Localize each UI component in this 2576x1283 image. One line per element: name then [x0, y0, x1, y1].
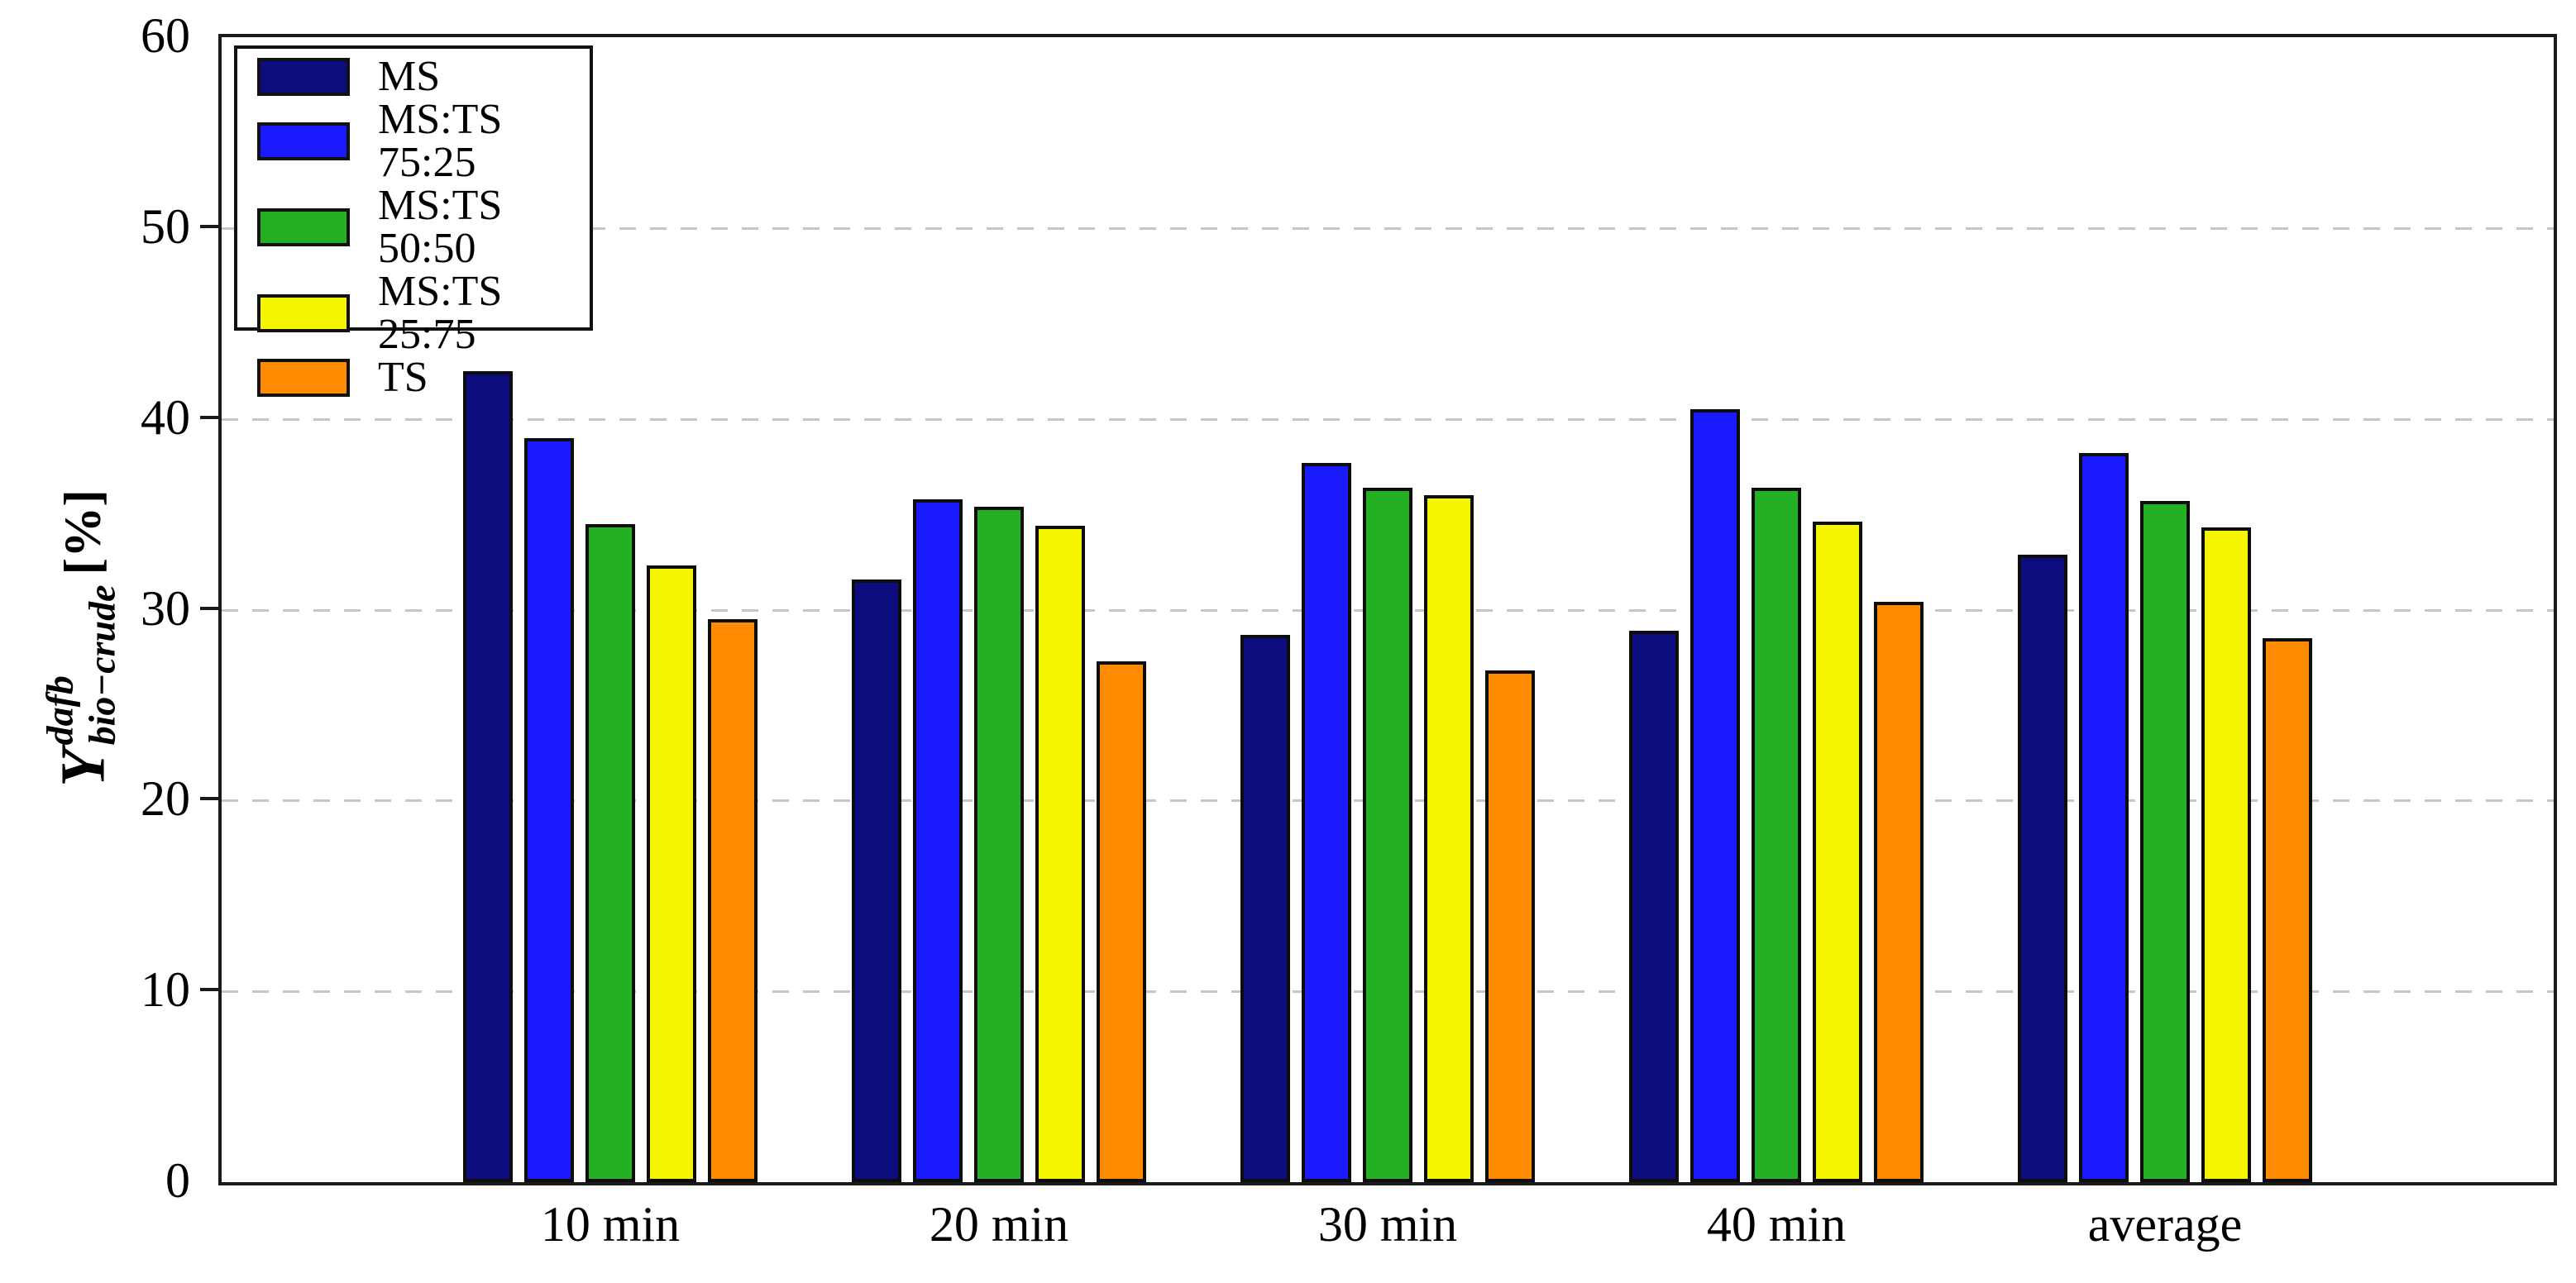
bar-MS-TS-75-25-30-min [1302, 462, 1351, 1182]
y-tick-30 [200, 606, 222, 610]
bar-MS-20-min [852, 579, 901, 1182]
y-tick-50 [200, 224, 222, 228]
bar-TS-average [2263, 638, 2312, 1182]
y-tick-label-50: 50 [141, 198, 190, 254]
y-tick-label-30: 30 [141, 580, 190, 636]
legend-row-MS-TS-75-25: MS:TS 75:25 [257, 98, 590, 184]
legend-label: MS [378, 53, 441, 100]
bar-group-average [2010, 453, 2320, 1182]
gridline-50 [222, 227, 2554, 230]
bar-MS-TS-50-50-10-min [585, 523, 635, 1182]
bar-MS-TS-50-50-average [2140, 500, 2190, 1182]
y-tick-20 [200, 797, 222, 801]
bar-group-20-min [844, 498, 1154, 1182]
bar-MS-10-min [463, 370, 513, 1182]
y-axis-title-unit: [%] [55, 489, 111, 575]
legend-row-TS: TS [257, 356, 590, 399]
bar-MS-TS-25-75-40-min [1813, 522, 1862, 1182]
bar-MS-TS-75-25-20-min [913, 498, 963, 1182]
legend-swatch-MS-TS-25-75 [257, 294, 350, 332]
bar-TS-30-min [1485, 670, 1535, 1182]
legend-label: MS:TS 75:25 [378, 96, 503, 186]
y-tick-10 [200, 988, 222, 992]
y-tick-label-0: 0 [165, 1153, 190, 1208]
bar-MS-TS-75-25-10-min [524, 437, 574, 1182]
y-tick-label-20: 20 [141, 771, 190, 827]
bar-MS-TS-25-75-average [2201, 527, 2251, 1182]
legend-swatch-TS [257, 359, 350, 397]
legend-row-MS-TS-25-75: MS:TS 25:75 [257, 270, 590, 356]
legend-row-MS-TS-50-50: MS:TS 50:50 [257, 184, 590, 270]
y-tick-label-40: 40 [141, 389, 190, 445]
bar-MS-TS-75-25-40-min [1690, 409, 1740, 1182]
bar-group-10-min [456, 370, 765, 1182]
y-tick-label-60: 60 [141, 8, 190, 63]
legend-label: MS:TS 25:75 [378, 268, 503, 358]
plot-area [218, 34, 2557, 1185]
x-category-label-20-min: 20 min [929, 1197, 1069, 1252]
bar-MS-TS-50-50-30-min [1363, 487, 1412, 1182]
bar-MS-TS-75-25-average [2079, 453, 2129, 1182]
y-tick-label-10: 10 [141, 962, 190, 1018]
y-axis-title-scripts: dafb bio−crude [38, 584, 122, 746]
y-axis-title-subscript: bio−crude [80, 584, 122, 746]
bar-group-30-min [1233, 462, 1542, 1182]
x-category-label-40-min: 40 min [1706, 1197, 1847, 1252]
x-category-label-10-min: 10 min [540, 1197, 681, 1252]
bar-MS-40-min [1629, 630, 1679, 1182]
bar-MS-TS-50-50-20-min [974, 506, 1024, 1182]
bar-TS-40-min [1874, 602, 1924, 1182]
x-category-label-average: average [2087, 1197, 2243, 1252]
legend-row-MS: MS [257, 55, 590, 98]
x-category-label-30-min: 30 min [1317, 1197, 1458, 1252]
bar-MS-average [2018, 554, 2067, 1182]
y-tick-40 [200, 415, 222, 419]
y-axis-title-base: Y [48, 748, 117, 787]
bar-group-40-min [1622, 409, 1931, 1182]
legend-swatch-MS-TS-50-50 [257, 208, 350, 246]
bar-MS-30-min [1240, 634, 1290, 1182]
bar-MS-TS-25-75-10-min [647, 565, 696, 1182]
bar-MS-TS-50-50-40-min [1752, 487, 1801, 1182]
legend-label: MS:TS 50:50 [378, 182, 503, 272]
gridline-40 [222, 417, 2554, 421]
bar-TS-20-min [1097, 661, 1146, 1182]
bar-TS-10-min [708, 619, 758, 1182]
legend: MS MS:TS 75:25 MS:TS 50:50 MS:TS 25:75 TS [234, 45, 593, 399]
legend-label: TS [378, 354, 428, 401]
bar-MS-TS-25-75-30-min [1424, 495, 1474, 1182]
legend-swatch-MS-TS-75-25 [257, 122, 350, 160]
bar-MS-TS-25-75-20-min [1035, 525, 1085, 1182]
y-axis-title-superscript: dafb [38, 675, 81, 746]
legend-swatch-MS [257, 58, 350, 96]
y-axis-title: Y dafb bio−crude [%] [38, 489, 124, 787]
